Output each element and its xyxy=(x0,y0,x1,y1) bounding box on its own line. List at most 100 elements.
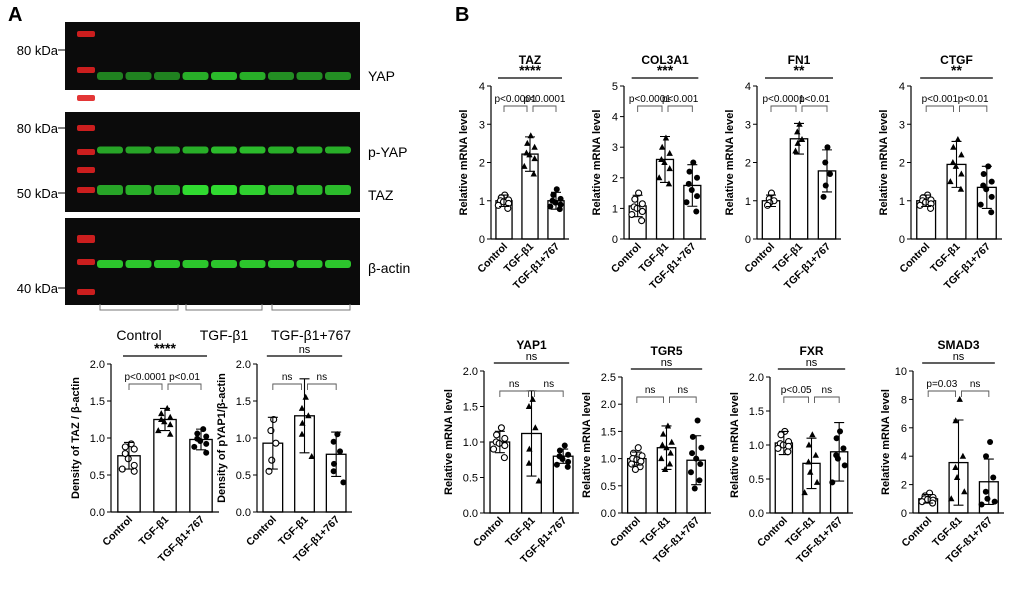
ladder-band xyxy=(77,149,95,155)
comparison-label: ns xyxy=(822,385,833,396)
protein-band xyxy=(211,72,237,80)
comparison-label: p<0.0001 xyxy=(629,94,671,105)
significance-label: ns xyxy=(953,351,965,363)
error-bar xyxy=(299,378,310,454)
data-point xyxy=(990,474,997,481)
y-tick-label: 0 xyxy=(745,234,751,246)
data-point xyxy=(191,443,198,450)
data-point xyxy=(564,463,571,470)
significance-label: **** xyxy=(154,340,176,356)
chart-title: FN1 xyxy=(788,53,811,67)
data-point xyxy=(490,445,498,453)
data-point xyxy=(635,189,643,197)
comparison-label: p<0.0001 xyxy=(524,94,566,105)
ladder-band xyxy=(77,31,95,37)
protein-band xyxy=(296,146,323,154)
x-tick-label: TGF-β1 xyxy=(137,514,172,549)
data-point xyxy=(983,453,990,460)
protein-band xyxy=(325,260,351,268)
data-point xyxy=(526,445,533,452)
significance-label: ns xyxy=(806,357,818,369)
data-point xyxy=(532,424,539,431)
comparison-bracket xyxy=(814,396,840,403)
data-point xyxy=(667,449,674,456)
data-point xyxy=(952,464,959,471)
error-bar xyxy=(921,194,932,208)
protein-band xyxy=(325,72,351,80)
data-point xyxy=(687,469,694,476)
data-point xyxy=(954,136,962,143)
ladder-band xyxy=(77,259,95,265)
bar xyxy=(153,418,177,513)
y-tick-label: 4 xyxy=(612,112,618,124)
data-point xyxy=(980,170,987,177)
data-point xyxy=(561,442,568,449)
data-point xyxy=(497,424,505,432)
significance-label: ns xyxy=(661,357,673,369)
y-tick-label: 0 xyxy=(899,234,905,246)
data-point xyxy=(837,428,844,435)
data-point xyxy=(988,193,995,200)
ladder-band xyxy=(77,95,95,101)
data-point xyxy=(557,201,564,208)
y-tick-label: 1 xyxy=(745,196,751,208)
comparison-label: p<0.001 xyxy=(662,94,699,105)
x-tick-label: Control xyxy=(100,514,135,549)
y-tick-label: 0.0 xyxy=(463,508,478,520)
chart-title: CTGF xyxy=(940,53,973,67)
y-axis-label: Relative mRNA level xyxy=(458,110,470,216)
y-tick-label: 2.0 xyxy=(601,399,616,411)
band-label: YAP xyxy=(368,68,395,84)
data-point xyxy=(500,454,508,462)
data-point xyxy=(666,149,673,156)
data-point xyxy=(559,456,566,463)
chart-title: SMAD3 xyxy=(937,338,979,352)
data-point xyxy=(948,495,955,502)
comparison-bracket xyxy=(532,105,557,112)
y-tick-label: 1.5 xyxy=(601,426,616,438)
y-tick-label: 3 xyxy=(612,142,618,154)
protein-band xyxy=(97,260,123,268)
error-bar xyxy=(923,493,934,504)
data-point xyxy=(203,440,210,447)
ladder-band xyxy=(77,235,95,243)
data-point xyxy=(302,393,309,400)
protein-band xyxy=(325,185,351,195)
data-point xyxy=(812,451,819,458)
protein-band xyxy=(182,185,209,195)
y-tick-label: 2.5 xyxy=(601,372,616,384)
group-bracket xyxy=(99,304,179,311)
data-point xyxy=(690,159,697,166)
comparison-bracket xyxy=(783,396,809,403)
y-axis-label: Relative mRNA level xyxy=(724,110,736,216)
comparison-bracket xyxy=(667,105,693,112)
comparison-bracket xyxy=(961,390,990,397)
data-point xyxy=(991,498,998,505)
data-point xyxy=(521,162,528,169)
data-point xyxy=(662,134,670,141)
marker-label: 50 kDa xyxy=(17,186,59,201)
comparison-bracket xyxy=(669,396,697,403)
y-tick-label: 2 xyxy=(612,173,618,185)
y-tick-label: 0.5 xyxy=(749,474,764,486)
band-label: p-YAP xyxy=(368,144,407,160)
protein-band xyxy=(154,260,180,268)
y-tick-label: 1.0 xyxy=(749,440,764,452)
data-point xyxy=(655,174,663,181)
comparison-label: p<0.01 xyxy=(799,94,830,105)
data-point xyxy=(194,430,201,437)
data-point xyxy=(659,441,666,448)
data-point xyxy=(631,465,639,474)
data-point xyxy=(661,159,668,165)
data-point xyxy=(961,488,968,495)
y-tick-label: 1 xyxy=(612,203,618,215)
y-tick-label: 0.0 xyxy=(601,508,616,520)
data-point xyxy=(130,461,138,469)
marker-label: 80 kDa xyxy=(17,121,59,136)
error-bar xyxy=(267,416,278,470)
data-point xyxy=(827,170,833,177)
data-point xyxy=(525,459,533,466)
data-point xyxy=(977,201,984,208)
